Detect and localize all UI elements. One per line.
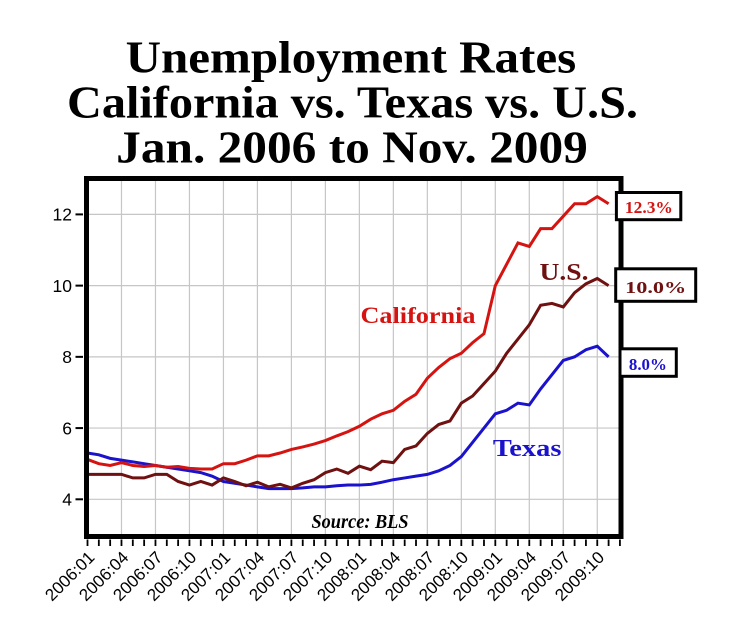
svg-text:Unemployment Rates: Unemployment Rates <box>126 33 577 83</box>
svg-text:12: 12 <box>53 205 72 225</box>
svg-text:Source: BLS: Source: BLS <box>312 511 409 533</box>
svg-text:10.0%: 10.0% <box>625 278 686 297</box>
svg-text:California: California <box>361 303 476 329</box>
svg-text:Texas: Texas <box>493 435 562 462</box>
svg-text:4: 4 <box>62 490 72 510</box>
svg-text:12.3%: 12.3% <box>625 198 673 217</box>
svg-text:U.S.: U.S. <box>540 259 589 286</box>
svg-text:10: 10 <box>53 276 73 296</box>
svg-text:California vs. Texas vs. U.S.: California vs. Texas vs. U.S. <box>67 78 638 128</box>
svg-text:Jan. 2006 to Nov. 2009: Jan. 2006 to Nov. 2009 <box>116 122 588 172</box>
svg-text:8: 8 <box>62 347 72 367</box>
svg-text:8.0%: 8.0% <box>629 355 667 374</box>
svg-text:6: 6 <box>62 418 72 438</box>
